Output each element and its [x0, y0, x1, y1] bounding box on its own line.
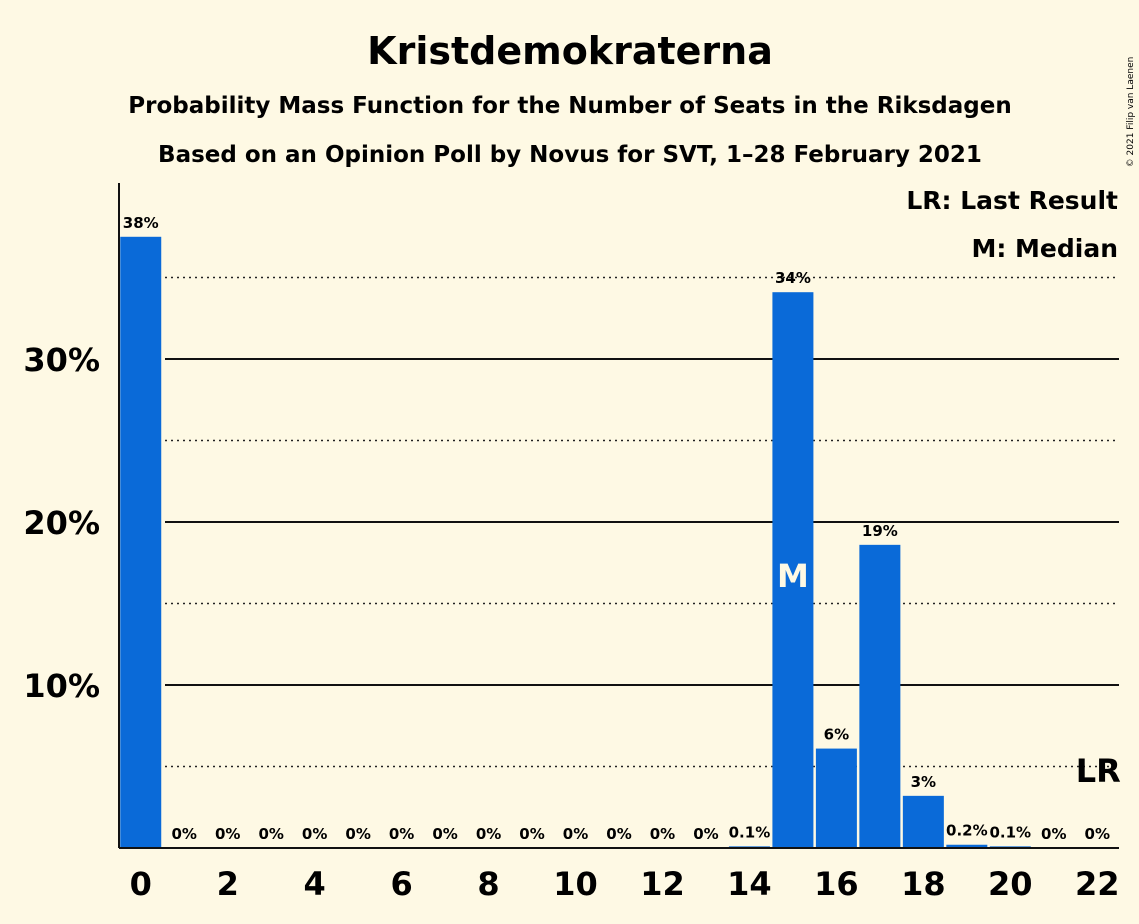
data-label-13: 0% — [693, 825, 718, 843]
data-label-0: 38% — [123, 214, 159, 232]
data-label-19: 0.2% — [946, 822, 988, 840]
data-label-4: 0% — [302, 825, 327, 843]
y-axis: 10% 20% 30% — [23, 183, 120, 848]
x-tick-label-12: 12 — [640, 865, 685, 903]
legend-entry-0: LR: Last Result — [906, 186, 1118, 215]
chart-title: Kristdemokraterna — [367, 29, 773, 73]
grid — [165, 276, 1119, 768]
y-tick-label-2: 30% — [23, 341, 100, 379]
x-tick-label-16: 16 — [814, 865, 859, 903]
data-label-10: 0% — [563, 825, 588, 843]
data-label-9: 0% — [519, 825, 544, 843]
data-label-11: 0% — [606, 825, 631, 843]
x-tick-label-6: 6 — [390, 865, 412, 903]
x-tick-label-18: 18 — [901, 865, 946, 903]
bar-16 — [815, 748, 857, 848]
chart-subtitle-poll: Based on an Opinion Poll by Novus for SV… — [158, 142, 982, 168]
data-label-8: 0% — [476, 825, 501, 843]
x-tick-label-20: 20 — [988, 865, 1033, 903]
data-label-17: 19% — [862, 522, 898, 540]
median-marker: M — [777, 557, 809, 595]
x-tick-label-8: 8 — [477, 865, 499, 903]
copyright: © 2021 Filip van Laenen — [1126, 57, 1136, 168]
data-labels: 38% 0% 0% 0% 0% 0% 0% 0% 0% 0% 0% 0% 0% 0% 0.1% 34% 6% 19… — [123, 214, 1121, 843]
data-label-16: 6% — [824, 726, 849, 744]
x-tick-label-22: 22 — [1075, 865, 1120, 903]
data-label-7: 0% — [432, 825, 457, 843]
x-tick-label-4: 4 — [304, 865, 326, 903]
data-label-15: 34% — [775, 269, 811, 287]
bars — [120, 236, 1031, 849]
data-label-22: 0% — [1085, 825, 1110, 843]
data-label-6: 0% — [389, 825, 414, 843]
data-label-12: 0% — [650, 825, 675, 843]
data-label-2: 0% — [215, 825, 240, 843]
data-label-20: 0.1% — [989, 823, 1031, 841]
data-label-21: 0% — [1041, 825, 1066, 843]
x-tick-label-0: 0 — [130, 865, 152, 903]
legend-entry-1: M: Median — [971, 234, 1118, 263]
x-tick-label-2: 2 — [217, 865, 239, 903]
bar-18 — [902, 795, 944, 848]
data-label-3: 0% — [258, 825, 283, 843]
data-label-5: 0% — [345, 825, 370, 843]
y-tick-label-0: 10% — [23, 667, 100, 705]
bar-17 — [859, 544, 901, 848]
x-axis: 0 2 4 6 8 10 12 14 16 18 20 22 — [119, 847, 1120, 903]
data-label-14: 0.1% — [729, 823, 771, 841]
data-label-18: 3% — [911, 773, 936, 791]
chart-subtitle: Probability Mass Function for the Number… — [128, 93, 1011, 119]
y-tick-label-1: 20% — [23, 504, 100, 542]
bar-15 — [772, 292, 814, 848]
data-label-1: 0% — [171, 825, 196, 843]
bar-19 — [946, 844, 988, 848]
legend: LR: Last Result M: Median — [906, 186, 1118, 263]
bar-0 — [120, 236, 162, 849]
last-result-marker: LR — [1076, 752, 1121, 790]
x-tick-label-14: 14 — [727, 865, 772, 903]
x-tick-label-10: 10 — [553, 865, 598, 903]
